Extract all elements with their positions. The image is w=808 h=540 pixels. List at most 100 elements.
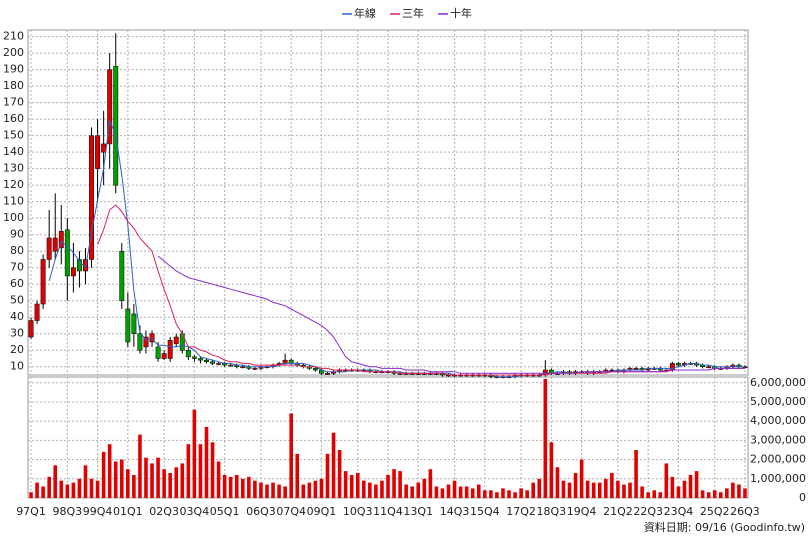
volume-bar xyxy=(113,461,118,498)
volume-bar xyxy=(337,449,342,498)
y2-tick-label: 3,000,000 xyxy=(750,433,806,446)
volume-bar xyxy=(361,480,366,498)
x-tick-label: 13Q1 xyxy=(403,505,433,518)
volume-bar xyxy=(65,484,70,498)
candle-body xyxy=(210,361,215,364)
candle-body xyxy=(89,135,94,260)
volume-bar xyxy=(694,471,699,498)
volume-bar xyxy=(89,478,94,498)
volume-bar xyxy=(180,463,185,498)
volume-bar xyxy=(622,484,626,498)
y-tick-label: 80 xyxy=(10,244,24,257)
y2-tick-label: 1,000,000 xyxy=(750,472,806,485)
y-tick-label: 190 xyxy=(3,63,24,76)
volume-bar xyxy=(688,474,693,498)
candle-body xyxy=(633,368,639,370)
volume-bar xyxy=(392,469,396,498)
volume-bar xyxy=(440,488,445,498)
volume-bar xyxy=(198,444,203,498)
candle-body xyxy=(204,359,209,363)
volume-bar xyxy=(434,486,439,498)
y-tick-label: 200 xyxy=(3,46,24,59)
volume-bar xyxy=(95,480,100,498)
volume-bar xyxy=(101,451,106,498)
volume-bar xyxy=(737,484,741,498)
y-tick-label: 100 xyxy=(3,211,24,224)
candle-body xyxy=(240,366,246,368)
candle-body xyxy=(216,363,222,365)
volume-bar xyxy=(616,480,620,498)
volume-bar xyxy=(192,409,197,498)
volume-bar xyxy=(168,473,172,498)
candle-body xyxy=(228,364,234,367)
x-tick-label: 15Q4 xyxy=(470,505,500,518)
y-tick-label: 30 xyxy=(10,327,24,340)
x-tick-label: 19Q4 xyxy=(567,505,597,518)
volume-bar xyxy=(277,484,281,498)
y-tick-label: 20 xyxy=(10,343,24,356)
candle-body xyxy=(40,259,46,305)
volume-bar xyxy=(132,474,136,498)
volume-bar xyxy=(501,488,505,498)
candle-body xyxy=(173,336,179,344)
footer: 資料日期: 09/16 (Goodinfo.tw) xyxy=(644,520,805,534)
candle-body xyxy=(143,336,149,348)
y-tick-label: 140 xyxy=(3,145,24,158)
volume-bar xyxy=(162,469,166,498)
volume-bar xyxy=(295,453,300,498)
candle-body xyxy=(119,250,125,301)
volume-bar xyxy=(150,463,154,498)
volume-bar xyxy=(204,426,209,498)
legend-label: 年線 xyxy=(354,6,376,20)
volume-bar xyxy=(144,457,148,498)
y-tick-label: 170 xyxy=(3,96,24,109)
volume-bar xyxy=(210,442,215,498)
volume-bar xyxy=(41,486,45,498)
volume-bar xyxy=(658,492,663,498)
volume-bar xyxy=(464,486,469,498)
candle-body xyxy=(161,353,167,359)
volume-bar xyxy=(247,476,251,498)
candle-body xyxy=(107,69,113,145)
legend-label: 十年 xyxy=(450,6,472,20)
volume-bar xyxy=(579,459,584,498)
volume-bar xyxy=(107,444,112,498)
volume-bar xyxy=(174,467,179,498)
candle-body xyxy=(325,373,330,375)
volume-bar xyxy=(416,482,421,498)
volume-bar xyxy=(731,482,735,498)
x-tick-label: 99Q4 xyxy=(83,505,113,518)
volume-bar xyxy=(222,474,227,498)
volume-bar xyxy=(119,459,124,498)
y-tick-label: 90 xyxy=(10,228,24,241)
volume-bar xyxy=(186,444,191,498)
ma-line xyxy=(157,255,745,374)
volume-bar xyxy=(537,478,542,498)
volume-bar xyxy=(476,484,481,498)
volume-bar xyxy=(591,482,596,498)
candle-body xyxy=(191,356,197,359)
candle-body xyxy=(197,358,203,361)
x-tick-label: 14Q3 xyxy=(440,505,470,518)
volume-bar xyxy=(301,484,306,498)
volume-bar xyxy=(646,492,650,498)
volume-bar xyxy=(495,492,499,498)
y-tick-label: 70 xyxy=(10,261,24,274)
candle-body xyxy=(58,231,64,249)
volume-bar xyxy=(555,467,560,498)
candle-body xyxy=(64,229,70,277)
x-tick-label: 10Q3 xyxy=(343,505,373,518)
y2-tick-label: 0 xyxy=(799,491,806,504)
y-tick-label: 210 xyxy=(3,30,24,43)
volume-bar xyxy=(718,492,723,498)
x-tick-label: 21Q2 xyxy=(603,505,633,518)
volume-bar xyxy=(35,482,39,498)
y2-tick-label: 2,000,000 xyxy=(750,453,806,466)
candle-body xyxy=(34,303,40,321)
volume-bar xyxy=(216,461,221,498)
volume-bar xyxy=(126,469,130,498)
volume-bar xyxy=(446,484,451,498)
x-tick-label: 97Q1 xyxy=(16,505,46,518)
volume-bar xyxy=(283,486,287,498)
volume-bar xyxy=(634,449,638,498)
